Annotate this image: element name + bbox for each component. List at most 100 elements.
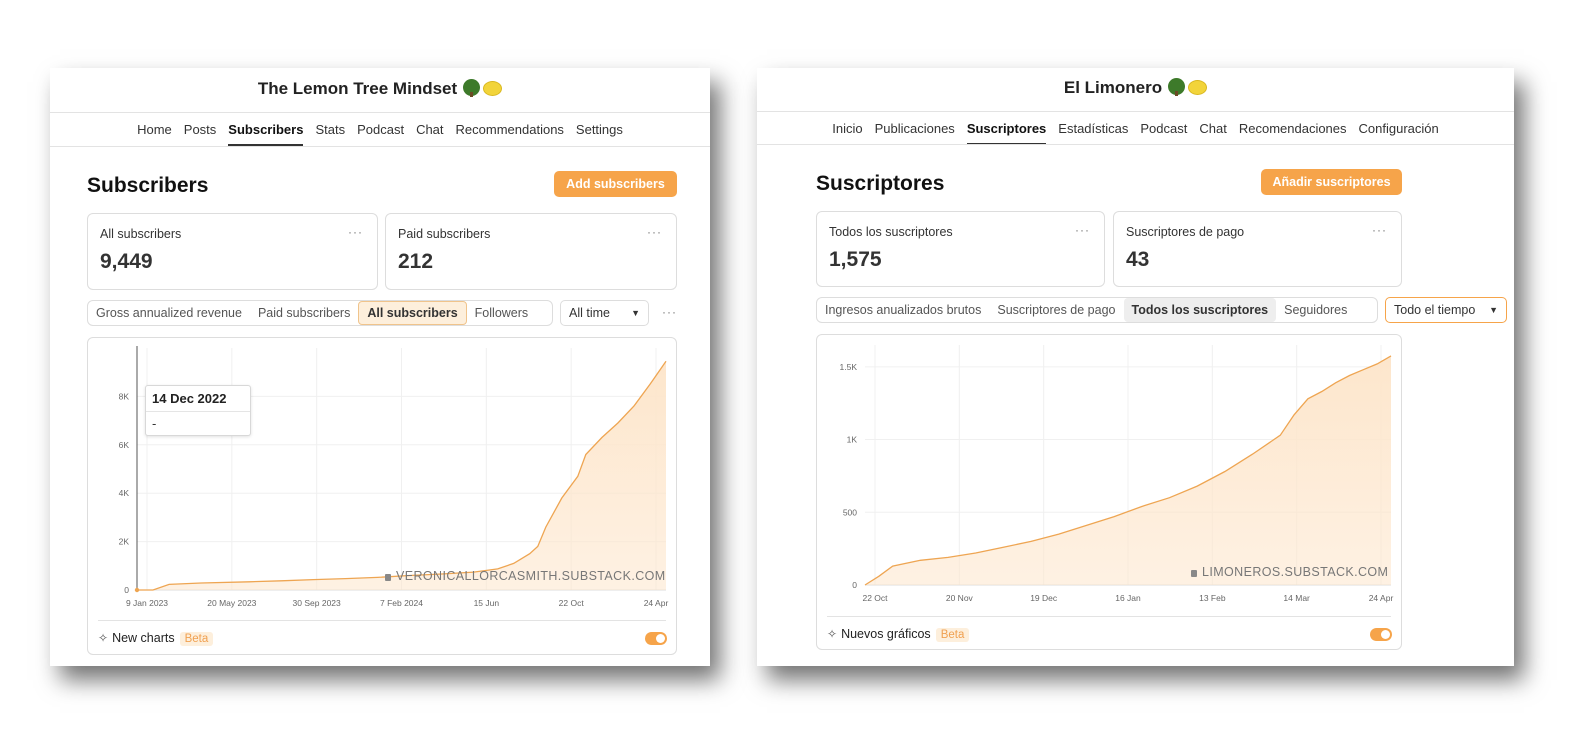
x-tick-label: 13 Feb	[1199, 593, 1226, 603]
nav-item-recomendaciones[interactable]: Recomendaciones	[1238, 121, 1347, 136]
area-fill	[865, 355, 1391, 585]
card-value: 43	[1126, 248, 1150, 271]
beta-badge: Beta	[179, 632, 214, 646]
nav-item-stats[interactable]: Stats	[315, 122, 346, 137]
watermark-text: LIMONEROS.SUBSTACK.COM	[1202, 565, 1389, 579]
x-tick-label: 22 Oct	[862, 593, 888, 603]
new-charts-label: ✧ Nuevos gráficos Beta	[827, 627, 970, 642]
card-label: Paid subscribers	[398, 227, 491, 241]
card-menu-icon[interactable]: ···	[1372, 223, 1387, 237]
metric-tabs: Gross annualized revenue Paid subscribers…	[87, 300, 553, 326]
x-tick-label: 7 Feb 2024	[380, 598, 423, 608]
y-tick-label: 6K	[119, 440, 130, 450]
add-subscribers-button[interactable]: Añadir suscriptores	[1261, 169, 1402, 195]
beta-badge: Beta	[935, 628, 970, 642]
tooltip-date: 14 Dec 2022	[146, 386, 250, 412]
more-options-icon[interactable]: ···	[662, 305, 677, 319]
add-subscribers-button[interactable]: Add subscribers	[554, 171, 677, 197]
tab-gross-annualized-revenue[interactable]: Ingresos anualizados brutos	[825, 303, 982, 317]
x-tick-label: 20 Nov	[946, 593, 974, 603]
x-tick-label: 22 Oct	[559, 598, 585, 608]
divider	[757, 144, 1514, 145]
divider	[98, 620, 666, 621]
card-label: All subscribers	[100, 227, 182, 241]
all-subscribers-card[interactable]: Todos los suscriptores ··· 1,575	[816, 211, 1105, 287]
card-value: 9,449	[100, 250, 153, 273]
time-range-select[interactable]: Todo el tiempo ▼	[1385, 297, 1507, 323]
left-dashboard-panel: The Lemon Tree Mindset Home Posts Subscrib…	[50, 68, 710, 666]
top-nav: Inicio Publicaciones Suscriptores Estadísti…	[757, 121, 1514, 145]
nav-item-settings[interactable]: Settings	[575, 122, 623, 137]
nav-item-subscribers[interactable]: Subscribers	[228, 122, 304, 146]
nav-item-chat[interactable]: Chat	[1199, 121, 1227, 136]
card-label: Todos los suscriptores	[829, 225, 953, 239]
lemon-icon	[1188, 80, 1208, 95]
hover-point	[134, 587, 140, 593]
y-tick-label: 2K	[119, 537, 130, 547]
tree-icon	[463, 79, 481, 97]
y-tick-label: 500	[843, 507, 857, 517]
tooltip-value: -	[152, 416, 157, 431]
sparkle-icon: ✧	[827, 627, 838, 641]
publication-title-text: El Limonero	[1063, 78, 1163, 97]
nav-item-home[interactable]: Home	[137, 122, 172, 137]
top-nav: Home Posts Subscribers Stats Podcast Chat Reco…	[50, 122, 710, 146]
card-label: Suscriptores de pago	[1126, 225, 1245, 239]
tab-gross-annualized-revenue[interactable]: Gross annualized revenue	[96, 306, 242, 320]
card-menu-icon[interactable]: ···	[1075, 223, 1090, 237]
nav-item-chat[interactable]: Chat	[416, 122, 444, 137]
card-menu-icon[interactable]: ···	[647, 225, 662, 239]
y-tick-label: 4K	[119, 488, 130, 498]
time-range-select[interactable]: All time ▼	[560, 300, 649, 326]
nav-item-inicio[interactable]: Inicio	[832, 121, 863, 136]
series-line	[137, 360, 667, 591]
tab-followers[interactable]: Followers	[474, 306, 529, 320]
series-line	[864, 355, 1392, 586]
x-tick-label: 24 Apr	[1369, 593, 1394, 603]
nav-item-estadísticas[interactable]: Estadísticas	[1058, 121, 1129, 136]
x-tick-label: 14 Mar	[1283, 593, 1310, 603]
publication-title: The Lemon Tree Mindset	[50, 79, 710, 99]
x-tick-label: 15 Jun	[474, 598, 500, 608]
tab-all-subscribers[interactable]: All subscribers	[358, 301, 467, 325]
nav-item-configuración[interactable]: Configuración	[1358, 121, 1439, 136]
all-subscribers-card[interactable]: All subscribers ··· 9,449	[87, 213, 378, 290]
area-fill	[137, 361, 666, 590]
paid-subscribers-card[interactable]: Suscriptores de pago ··· 43	[1113, 211, 1402, 287]
chevron-down-icon: ▼	[631, 308, 640, 318]
chevron-down-icon: ▼	[1489, 305, 1498, 315]
divider	[50, 112, 710, 113]
subscribers-chart[interactable]: 9 Jan 2023 20 May 2023 30 Sep 2023 7 Feb 20…	[88, 338, 678, 656]
tab-paid-subscribers[interactable]: Suscriptores de pago	[997, 303, 1116, 317]
new-charts-toggle[interactable]	[645, 632, 667, 645]
divider	[757, 111, 1514, 112]
time-range-value: All time	[569, 306, 610, 320]
new-charts-toggle[interactable]	[1370, 628, 1392, 641]
x-tick-label: 20 May 2023	[207, 598, 256, 608]
substack-watermark: LIMONEROS.SUBSTACK.COM	[1191, 565, 1388, 579]
paid-subscribers-card[interactable]: Paid subscribers ··· 212	[385, 213, 677, 290]
right-dashboard-panel: El Limonero Inicio Publicaciones Suscripto…	[757, 68, 1514, 666]
nav-item-suscriptores[interactable]: Suscriptores	[966, 121, 1047, 145]
divider	[50, 146, 710, 147]
nav-item-podcast[interactable]: Podcast	[1140, 121, 1188, 136]
lock-icon	[385, 574, 391, 581]
tree-icon	[1168, 78, 1186, 96]
card-menu-icon[interactable]: ···	[348, 225, 363, 239]
subscribers-chart-card: 22 Oct 20 Nov 19 Dec 16 Jan 13 Feb 14 Mar 24 A…	[816, 334, 1402, 650]
lemon-icon	[483, 81, 503, 96]
x-tick-label: 9 Jan 2023	[126, 598, 168, 608]
tab-paid-subscribers[interactable]: Paid subscribers	[257, 306, 351, 320]
tab-all-subscribers[interactable]: Todos los suscriptores	[1123, 298, 1277, 322]
substack-watermark: VERONICALLORCASMITH.SUBSTACK.COM	[385, 569, 666, 583]
nav-item-podcast[interactable]: Podcast	[357, 122, 405, 137]
subscribers-chart-card: 9 Jan 2023 20 May 2023 30 Sep 2023 7 Feb 20…	[87, 337, 677, 655]
nav-item-publicaciones[interactable]: Publicaciones	[874, 121, 955, 136]
x-tick-label: 19 Dec	[1030, 593, 1058, 603]
nav-item-recommendations[interactable]: Recommendations	[455, 122, 564, 137]
x-tick-label: 16 Jan	[1115, 593, 1141, 603]
subscribers-chart[interactable]: 22 Oct 20 Nov 19 Dec 16 Jan 13 Feb 14 Mar 24 A…	[817, 335, 1403, 651]
nav-item-posts[interactable]: Posts	[183, 122, 217, 137]
tab-followers[interactable]: Seguidores	[1284, 303, 1348, 317]
watermark-text: VERONICALLORCASMITH.SUBSTACK.COM	[396, 569, 666, 583]
